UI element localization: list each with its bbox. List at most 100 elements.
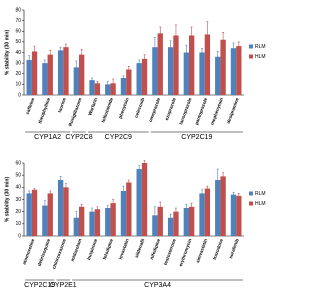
- legend-swatch: [249, 44, 253, 49]
- y-tick-label: 20: [15, 71, 21, 77]
- bar: [230, 194, 237, 236]
- x-tick-label: taurine: [57, 97, 67, 114]
- bar: [220, 176, 226, 236]
- group-label: CYP2C9: [105, 134, 132, 141]
- x-tick-label: chlorzoxazone: [51, 238, 67, 270]
- legend-label: HLM: [255, 201, 266, 207]
- y-axis-label: % stability (30 min): [4, 30, 10, 76]
- group-label: CYP2C19: [181, 134, 212, 141]
- y-tick-label: 60: [15, 160, 21, 166]
- y-tick-label: 10: [15, 82, 21, 88]
- y-tick-label: 30: [15, 197, 21, 203]
- bar: [236, 195, 242, 236]
- bar: [47, 54, 53, 95]
- bar: [152, 215, 158, 236]
- bar: [73, 67, 79, 95]
- bar: [236, 46, 242, 95]
- x-tick-label: omeprazole: [148, 97, 162, 123]
- group-label: CYP2E1: [50, 282, 77, 289]
- bar: [167, 47, 174, 95]
- x-tick-label: felodipine: [102, 238, 114, 261]
- x-tick-label: celecoxib: [134, 97, 146, 119]
- bar: [79, 206, 85, 236]
- bar: [120, 78, 127, 95]
- y-tick-label: 60: [15, 29, 21, 35]
- legend-label: HLM: [255, 54, 266, 60]
- bar: [63, 47, 69, 95]
- x-tick-label: sorafenib: [228, 238, 240, 259]
- x-tick-label: Warfarin: [87, 97, 98, 116]
- bar: [57, 180, 64, 236]
- x-tick-label: mephenytoin: [210, 97, 225, 126]
- bar: [126, 69, 132, 95]
- bar: [199, 193, 205, 236]
- legend-swatch: [249, 201, 253, 206]
- bar: [89, 80, 95, 95]
- bar: [57, 50, 64, 95]
- x-tick-label: pantoprazole: [194, 97, 209, 126]
- bar: [199, 52, 205, 95]
- group-label: CYP3A4: [144, 282, 171, 289]
- y-tick-label: 10: [15, 221, 21, 227]
- group-label: CYP2C19: [24, 282, 55, 289]
- bar: [26, 59, 32, 95]
- x-tick-label: sildenafil: [134, 238, 146, 258]
- bar: [204, 34, 211, 95]
- x-tick-label: lovastatin: [118, 238, 130, 260]
- x-tick-label: midazolam: [70, 238, 83, 262]
- bar: [220, 39, 226, 95]
- x-tick-label: simvastatin: [195, 238, 208, 264]
- bar: [42, 205, 48, 236]
- y-tick-label: 0: [18, 233, 21, 239]
- bar: [79, 54, 85, 95]
- bar: [141, 163, 148, 236]
- y-tick-label: 0: [18, 92, 21, 98]
- bar: [183, 52, 189, 95]
- bar: [173, 211, 179, 236]
- bar: [173, 35, 179, 95]
- y-tick-label: 30: [15, 60, 21, 66]
- bar: [73, 217, 79, 236]
- bar: [63, 187, 69, 236]
- y-tick-label: 40: [15, 185, 21, 191]
- bar: [31, 51, 38, 95]
- y-tick-label: 70: [15, 18, 21, 24]
- x-tick-label: tolbutamide: [100, 97, 114, 124]
- x-tick-label: debrisoquine: [37, 238, 52, 267]
- bar: [167, 217, 174, 236]
- x-tick-label: lansoprazole: [178, 97, 192, 126]
- bar: [126, 182, 132, 236]
- bar: [105, 208, 111, 236]
- x-tick-label: ezoprazole: [164, 97, 177, 121]
- legend-swatch: [249, 191, 253, 196]
- x-tick-label: desipramine: [226, 97, 240, 125]
- bar: [230, 48, 237, 95]
- bar: [183, 208, 189, 236]
- bar: [189, 35, 195, 95]
- y-tick-label: 80: [15, 7, 21, 13]
- bar: [110, 83, 116, 95]
- legend-label: RLM: [255, 191, 266, 197]
- x-tick-label: caffeine: [25, 97, 36, 115]
- bar: [110, 203, 116, 236]
- figure: 0 10 20 30 40 50 60 70 80 % stability (30 min) caf…: [4, 7, 266, 289]
- bar: [26, 193, 32, 236]
- group-label: CYP1A2: [34, 134, 61, 141]
- legend-swatch: [249, 54, 253, 59]
- bar: [94, 209, 101, 236]
- y-axis-label: % stability (30 min): [4, 177, 10, 223]
- bar: [42, 63, 48, 95]
- bar: [31, 189, 38, 236]
- group-label: CYP2C8: [65, 134, 92, 141]
- y-tick-label: 20: [15, 209, 21, 215]
- bar: [204, 188, 211, 236]
- bar: [215, 180, 221, 236]
- x-tick-label: trazodone: [212, 238, 224, 261]
- bar: [157, 33, 163, 95]
- bar: [136, 169, 142, 236]
- y-tick-label: 50: [15, 39, 21, 45]
- y-tick-label: 50: [15, 172, 21, 178]
- bar: [215, 56, 221, 95]
- legend-label: RLM: [255, 44, 266, 50]
- x-tick-label: atomoxetine: [21, 238, 35, 266]
